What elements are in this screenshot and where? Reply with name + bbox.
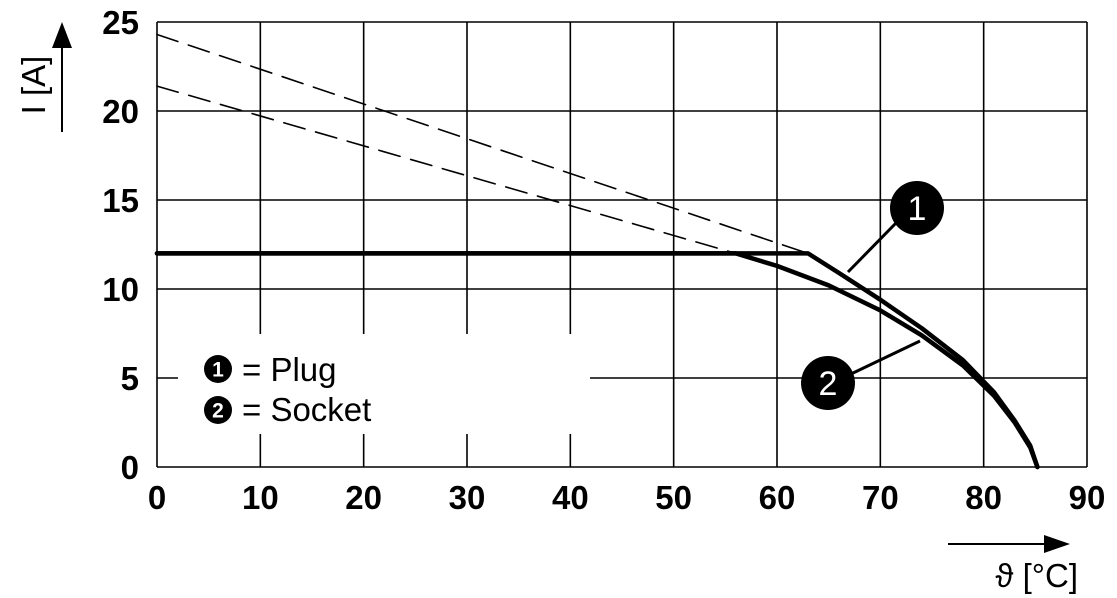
legend-marker-2 (204, 396, 232, 424)
legend-item-plug: 1 = Plug (204, 351, 337, 388)
callout-leader-1 (846, 221, 898, 274)
callout-marker-2 (801, 356, 855, 410)
x-tick-label-0: 0 (148, 479, 166, 516)
y-axis-arrow-head (52, 22, 72, 48)
callout-leader-2 (850, 339, 921, 376)
legend-marker-1-number: 1 (212, 359, 224, 382)
dashed-extrapolation-line-3 (156, 85, 737, 255)
x-tick-label-20: 20 (345, 479, 382, 516)
series-line-socket (154, 251, 1040, 470)
x-tick-label-80: 80 (965, 479, 1002, 516)
x-tick-label-30: 30 (449, 479, 486, 516)
y-tick-label-25: 25 (102, 4, 139, 41)
x-tick-label-90: 90 (1069, 479, 1106, 516)
legend: 1 = Plug 2 = Socket (178, 334, 590, 434)
x-tick-label-40: 40 (552, 479, 589, 516)
y-tick-label-0: 0 (121, 449, 139, 486)
x-tick-label-10: 10 (242, 479, 279, 516)
legend-label-plug: = Plug (242, 351, 337, 388)
x-tick-label-70: 70 (862, 479, 899, 516)
series-callouts: 1 2 (801, 181, 944, 410)
series-lines (154, 33, 1040, 470)
x-axis-arrow-head (1044, 535, 1070, 553)
x-tick-label-50: 50 (655, 479, 692, 516)
legend-background (178, 334, 590, 434)
callout-marker-1-number: 1 (908, 190, 927, 228)
dashed-extrapolation-line-2 (156, 33, 809, 255)
y-tick-label-20: 20 (102, 93, 139, 130)
y-tick-label-10: 10 (102, 271, 139, 308)
legend-marker-1 (204, 355, 232, 383)
tick-labels: 0 10 20 30 40 50 60 70 80 90 0 5 10 15 20 25 (102, 4, 1105, 516)
x-tick-label-60: 60 (759, 479, 796, 516)
callout-marker-1 (890, 181, 944, 235)
y-tick-label-15: 15 (102, 182, 139, 219)
callout-marker-2-number: 2 (819, 365, 838, 403)
x-axis-label: ϑ [°C] (995, 557, 1078, 594)
y-axis: I [A] (15, 22, 72, 132)
x-axis: ϑ [°C] (948, 535, 1078, 594)
legend-label-socket: = Socket (242, 391, 371, 428)
y-axis-label: I [A] (15, 56, 52, 115)
legend-item-socket: 2 = Socket (204, 391, 371, 428)
legend-marker-2-number: 2 (212, 400, 224, 423)
y-tick-label-5: 5 (121, 360, 139, 397)
